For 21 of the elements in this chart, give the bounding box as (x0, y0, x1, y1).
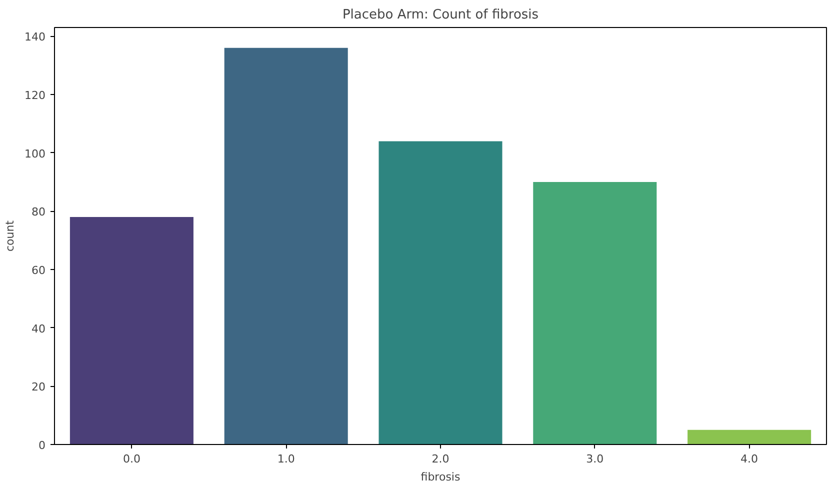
y-tick-label: 140 (24, 30, 46, 44)
bar (224, 48, 348, 444)
y-tick-label: 40 (32, 322, 46, 336)
chart-title: Placebo Arm: Count of fibrosis (342, 8, 539, 22)
x-tick-label: 0.0 (122, 452, 140, 466)
bar (688, 430, 812, 444)
y-tick-label: 20 (32, 380, 46, 394)
y-tick-label: 0 (38, 439, 46, 452)
bar (378, 141, 502, 444)
y-tick-label: 100 (24, 147, 46, 160)
x-tick-label: 4.0 (740, 452, 758, 466)
x-axis-title: fibrosis (420, 470, 460, 484)
y-tick-label: 60 (32, 264, 46, 278)
bar (533, 182, 657, 444)
y-tick-label: 120 (24, 89, 46, 102)
y-axis-title: count (4, 220, 17, 252)
x-tick-label: 2.0 (432, 452, 450, 466)
bar (70, 217, 194, 444)
y-tick-label: 80 (32, 206, 46, 219)
x-tick-label: 3.0 (586, 452, 604, 466)
x-tick-label: 1.0 (277, 452, 295, 466)
